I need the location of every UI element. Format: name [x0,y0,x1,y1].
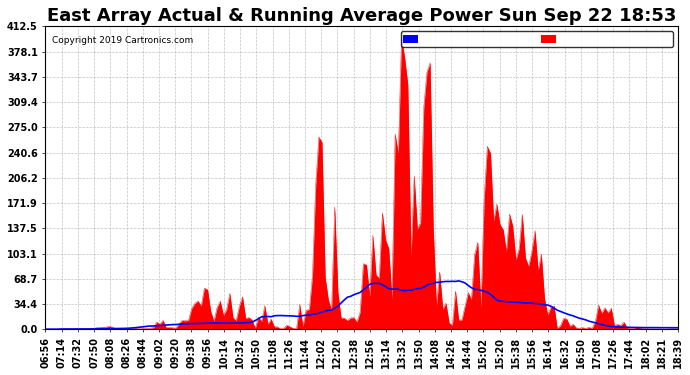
Title: East Array Actual & Running Average Power Sun Sep 22 18:53: East Array Actual & Running Average Powe… [47,7,676,25]
Legend: Average (DC Watts), East Array (DC Watts): Average (DC Watts), East Array (DC Watts… [401,32,673,47]
Text: Copyright 2019 Cartronics.com: Copyright 2019 Cartronics.com [52,36,193,45]
